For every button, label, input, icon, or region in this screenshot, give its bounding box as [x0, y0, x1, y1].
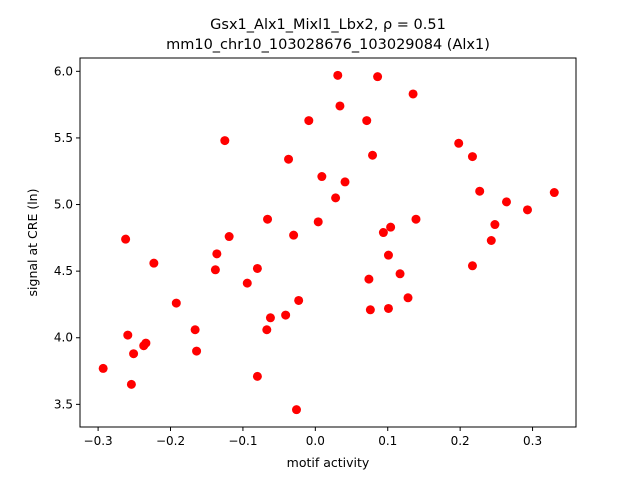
data-point-29: [331, 193, 341, 203]
data-point-1: [121, 234, 131, 244]
data-point-48: [467, 261, 477, 271]
data-point-45: [411, 214, 421, 224]
data-point-18: [262, 325, 272, 335]
data-point-20: [265, 313, 275, 323]
data-point-6: [141, 338, 151, 348]
data-point-40: [383, 303, 393, 313]
data-point-2: [123, 330, 133, 340]
data-point-32: [340, 177, 350, 187]
y-tick-label: 5.0: [54, 198, 73, 212]
data-point-47: [467, 152, 477, 162]
points-layer: [98, 70, 559, 415]
x-tick-label: −0.3: [84, 434, 113, 448]
data-point-35: [365, 305, 375, 315]
data-point-28: [317, 172, 327, 182]
data-point-49: [475, 186, 485, 196]
data-point-43: [403, 293, 413, 303]
data-point-41: [386, 222, 396, 232]
data-point-27: [313, 217, 323, 227]
data-point-46: [454, 138, 464, 148]
data-point-42: [395, 269, 405, 279]
data-point-12: [210, 265, 220, 275]
x-axis-label: motif activity: [287, 455, 370, 470]
x-tick-label: −0.2: [156, 434, 185, 448]
data-point-23: [289, 230, 299, 240]
data-point-37: [373, 72, 383, 82]
data-point-3: [126, 379, 136, 389]
y-axis-label: signal at CRE (ln): [25, 189, 40, 297]
y-tick-label: 4.0: [54, 331, 73, 345]
x-tick-label: 0.3: [523, 434, 542, 448]
data-point-39: [383, 250, 393, 260]
data-point-10: [192, 346, 202, 356]
x-tick-label: 0.0: [306, 434, 325, 448]
data-point-22: [284, 154, 294, 164]
chart-title-prefix: Gsx1_Alx1_Mixl1_Lbx2, ρ = 0.51: [210, 17, 446, 33]
data-point-51: [490, 220, 500, 230]
x-tick-label: 0.1: [378, 434, 397, 448]
y-tick-label: 6.0: [54, 64, 73, 78]
data-point-34: [364, 274, 374, 284]
data-point-50: [486, 236, 496, 245]
data-point-52: [501, 197, 511, 207]
data-point-15: [242, 278, 252, 288]
x-tick-label: −0.1: [228, 434, 257, 448]
data-point-38: [378, 228, 388, 238]
data-point-7: [149, 258, 159, 268]
data-point-53: [522, 205, 532, 215]
data-point-36: [368, 150, 378, 160]
x-tick-label: 0.2: [451, 434, 470, 448]
data-point-54: [549, 188, 559, 198]
plot-area-frame: [79, 57, 577, 428]
data-point-24: [292, 405, 301, 415]
y-tick-label: 5.5: [54, 131, 73, 145]
chart-title-line2: mm10_chr10_103028676_103029084 (Alx1): [166, 37, 490, 53]
data-point-25: [294, 295, 304, 305]
data-point-31: [335, 101, 345, 111]
data-point-16: [252, 263, 262, 273]
y-tick-label: 4.5: [54, 264, 73, 278]
chart-title-line1: Gsx1_Alx1_Mixl1_Lbx2, ρ = 0.51: [210, 17, 446, 33]
data-point-30: [333, 70, 343, 80]
data-point-4: [129, 349, 139, 359]
data-point-9: [190, 325, 200, 335]
y-tick-label: 3.5: [54, 397, 73, 411]
data-point-44: [408, 89, 418, 99]
data-point-11: [212, 249, 222, 259]
data-point-19: [263, 214, 273, 224]
data-point-8: [171, 298, 181, 308]
y-axis-ticks: 3.5 4.0 4.5 5.0 5.5 6.0: [54, 64, 80, 411]
x-axis-ticks: −0.3 −0.2 −0.1 0.0 0.1 0.2 0.3: [84, 427, 542, 448]
data-point-0: [98, 363, 108, 373]
data-point-17: [252, 371, 262, 381]
data-point-26: [304, 116, 314, 126]
data-point-33: [362, 116, 372, 126]
data-point-21: [281, 310, 291, 320]
data-point-13: [220, 136, 230, 146]
data-point-14: [224, 232, 234, 242]
